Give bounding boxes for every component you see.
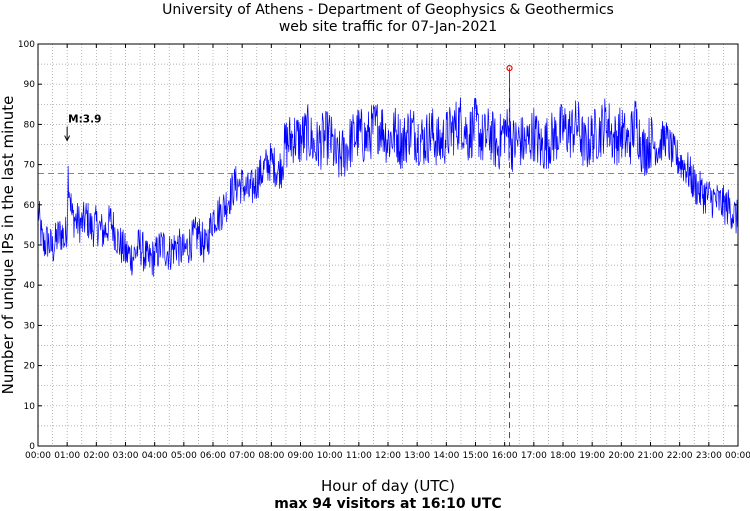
- chart-subtitle: web site traffic for 07-Jan-2021: [279, 19, 497, 35]
- y-tick-label: 60: [24, 201, 36, 211]
- x-tick-label: 00:00: [25, 451, 51, 461]
- y-tick-label: 30: [24, 321, 36, 331]
- x-tick-label: 21:00: [638, 451, 664, 461]
- x-tick-label: 19:00: [579, 451, 605, 461]
- x-tick-label: 11:00: [346, 451, 372, 461]
- x-tick-label: 16:00: [492, 451, 518, 461]
- x-tick-label: 07:00: [229, 451, 255, 461]
- x-tick-label: 02:00: [83, 451, 109, 461]
- x-tick-label: 23:00: [696, 451, 722, 461]
- x-tick-label: 04:00: [142, 451, 168, 461]
- x-tick-label: 15:00: [463, 451, 489, 461]
- x-tick-label: 01:00: [54, 451, 80, 461]
- y-tick-label: 40: [24, 281, 36, 291]
- x-tick-label: 13:00: [404, 451, 430, 461]
- x-tick-label: 17:00: [521, 451, 547, 461]
- x-tick-label: 09:00: [288, 451, 314, 461]
- x-tick-label: 10:00: [317, 451, 343, 461]
- footer-max-visitors: max 94 visitors at 16:10 UTC: [274, 496, 501, 511]
- x-axis-label: Hour of day (UTC): [321, 477, 455, 495]
- x-tick-label: 06:00: [200, 451, 226, 461]
- x-tick-label: 22:00: [667, 451, 693, 461]
- y-tick-label: 70: [24, 161, 36, 171]
- x-tick-label: 20:00: [608, 451, 634, 461]
- x-tick-label: 05:00: [171, 451, 197, 461]
- annotation-label: M:3.9: [68, 114, 101, 126]
- annotation-arrow-head: [64, 135, 71, 142]
- y-tick-label: 80: [24, 120, 36, 130]
- x-tick-label: 18:00: [550, 451, 576, 461]
- y-tick-label: 90: [24, 80, 36, 90]
- y-tick-label: 0: [29, 442, 35, 452]
- traffic-series-line: [37, 68, 739, 277]
- y-axis-label: Number of unique IPs in the last minute: [0, 96, 17, 395]
- x-tick-label: 12:00: [375, 451, 401, 461]
- y-tick-label: 100: [18, 40, 35, 50]
- x-tick-label: 14:00: [433, 451, 459, 461]
- y-tick-label: 20: [24, 362, 36, 372]
- x-tick-label: 00:00: [725, 451, 750, 461]
- chart-title: University of Athens - Department of Geo…: [162, 2, 614, 18]
- y-tick-label: 10: [24, 402, 36, 412]
- x-tick-label: 08:00: [258, 451, 284, 461]
- y-tick-label: 50: [24, 241, 36, 251]
- x-tick-label: 03:00: [113, 451, 139, 461]
- max-marker-circle: [506, 65, 513, 72]
